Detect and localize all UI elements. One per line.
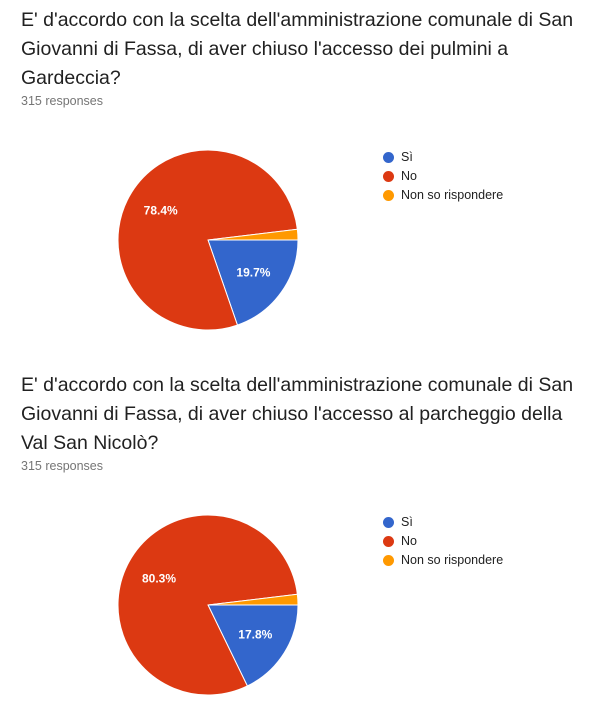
pie-label-no: 80.3% bbox=[142, 571, 176, 585]
question-title: E' d'accordo con la scelta dell'amminist… bbox=[21, 374, 574, 454]
pie-slice-no[interactable] bbox=[117, 514, 298, 696]
pie-label-si: 17.8% bbox=[238, 628, 272, 642]
pie-label-no: 78.4% bbox=[144, 203, 178, 217]
legend-label-no: No bbox=[401, 169, 417, 183]
legend-swatch-no bbox=[383, 171, 394, 182]
pie-chart: 17.8% 80.3% bbox=[117, 514, 299, 696]
legend-swatch-si bbox=[383, 152, 394, 163]
pie-slice-no[interactable] bbox=[117, 149, 298, 331]
question-title: E' d'accordo con la scelta dell'amminist… bbox=[21, 9, 574, 89]
legend-item-non-so[interactable]: Non so rispondere bbox=[383, 186, 503, 205]
response-count: 315 responses bbox=[21, 459, 104, 473]
pie-chart: 19.7% 78.4% bbox=[117, 149, 299, 331]
legend-label-no: No bbox=[401, 534, 417, 548]
pie-slice-non-so[interactable] bbox=[207, 593, 299, 606]
legend-label-si: Sì bbox=[401, 150, 413, 164]
legend-item-non-so[interactable]: Non so rispondere bbox=[383, 551, 503, 570]
pie-slice-si[interactable] bbox=[207, 604, 299, 687]
legend-item-si[interactable]: Sì bbox=[383, 513, 503, 532]
chart-legend: Sì No Non so rispondere bbox=[383, 148, 503, 205]
legend-item-no[interactable]: No bbox=[383, 167, 503, 186]
legend-item-no[interactable]: No bbox=[383, 532, 503, 551]
legend-label-non-so: Non so rispondere bbox=[401, 553, 504, 567]
legend-swatch-no bbox=[383, 536, 394, 547]
pie-label-si: 19.7% bbox=[236, 265, 270, 279]
pie-slice-non-so[interactable] bbox=[207, 228, 299, 241]
legend-label-non-so: Non so rispondere bbox=[401, 188, 504, 202]
legend-swatch-si bbox=[383, 517, 394, 528]
response-count: 315 responses bbox=[21, 94, 104, 108]
legend-swatch-non-so bbox=[383, 190, 394, 201]
legend-swatch-non-so bbox=[383, 555, 394, 566]
chart-legend: Sì No Non so rispondere bbox=[383, 513, 503, 570]
legend-item-si[interactable]: Sì bbox=[383, 148, 503, 167]
legend-label-si: Sì bbox=[401, 515, 413, 529]
